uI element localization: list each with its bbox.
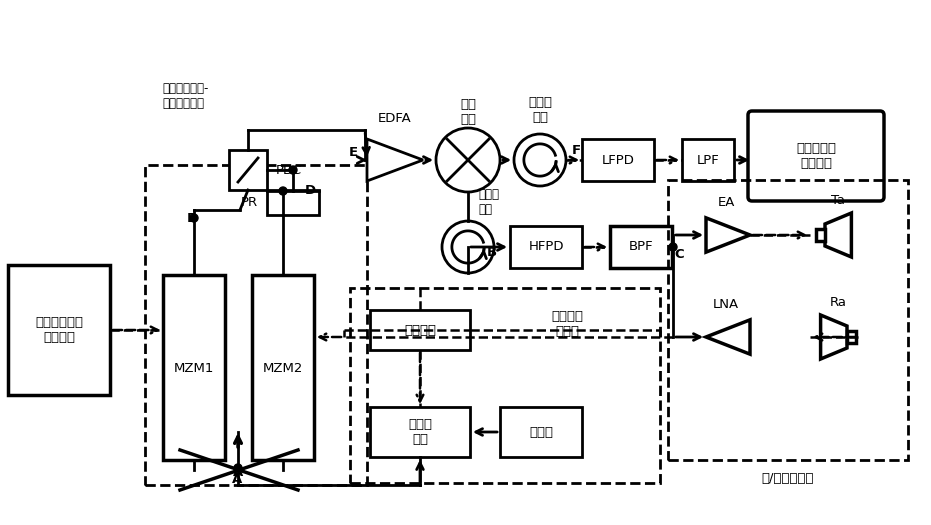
Circle shape [289, 166, 297, 174]
Text: MZM1: MZM1 [174, 362, 214, 374]
Text: E: E [349, 146, 358, 160]
Text: MZM2: MZM2 [263, 362, 304, 374]
Polygon shape [706, 218, 750, 252]
FancyBboxPatch shape [748, 111, 884, 201]
Text: C: C [674, 247, 683, 260]
Bar [500, 407, 582, 457]
Text: 相位调
制器: 相位调 制器 [408, 418, 432, 446]
Text: Ta: Ta [831, 194, 845, 207]
Bar [267, 190, 319, 215]
Circle shape [514, 134, 566, 186]
Text: 偏振复用马赫-
曾德尔调制器: 偏振复用马赫- 曾德尔调制器 [162, 82, 209, 110]
Text: EDFA: EDFA [378, 111, 412, 124]
Bar [8, 265, 110, 395]
Bar [582, 139, 654, 181]
Text: 本振信号: 本振信号 [404, 323, 436, 337]
Polygon shape [825, 213, 852, 257]
Text: B: B [187, 212, 197, 225]
Text: LNA: LNA [713, 299, 739, 311]
Text: 光耦
合器: 光耦 合器 [460, 98, 476, 126]
Text: PR: PR [240, 196, 258, 209]
Circle shape [442, 221, 494, 273]
Bar [145, 165, 367, 485]
Text: EA: EA [717, 196, 735, 209]
Polygon shape [820, 315, 847, 359]
Text: 第一检
偏器: 第一检 偏器 [478, 188, 499, 216]
Text: 信号采集与
处理模块: 信号采集与 处理模块 [796, 142, 836, 170]
Polygon shape [367, 139, 423, 181]
Circle shape [234, 464, 242, 472]
Bar [252, 275, 314, 460]
Text: B: B [487, 246, 497, 258]
Text: 激光器: 激光器 [529, 425, 553, 438]
Bar [510, 226, 582, 268]
Text: LPF: LPF [696, 153, 720, 166]
Bar [370, 310, 470, 350]
Text: D: D [305, 184, 317, 196]
Circle shape [669, 243, 677, 251]
Bar [816, 229, 825, 241]
Bar [847, 331, 857, 343]
Text: 收/发天线单元: 收/发天线单元 [762, 471, 815, 485]
Text: 第二检
偏器: 第二检 偏器 [528, 96, 552, 124]
Text: Ra: Ra [830, 297, 846, 310]
Text: A: A [233, 467, 243, 479]
Circle shape [190, 214, 198, 222]
Bar [610, 226, 672, 268]
Circle shape [279, 187, 287, 195]
Text: BPF: BPF [628, 240, 654, 254]
Text: A: A [232, 473, 242, 486]
Bar [350, 288, 660, 483]
Bar [163, 275, 225, 460]
Text: 光频梳产
生模块: 光频梳产 生模块 [551, 310, 583, 338]
Text: F: F [572, 144, 581, 157]
Bar [682, 139, 734, 181]
Bar [229, 150, 267, 190]
Circle shape [436, 128, 500, 192]
Text: LFPD: LFPD [601, 153, 634, 166]
Text: HFPD: HFPD [528, 240, 564, 254]
Text: 基带调制信号
产生模块: 基带调制信号 产生模块 [35, 316, 83, 344]
Bar [370, 407, 470, 457]
Text: PBC: PBC [276, 163, 302, 176]
Bar [668, 180, 908, 460]
Polygon shape [706, 320, 750, 354]
